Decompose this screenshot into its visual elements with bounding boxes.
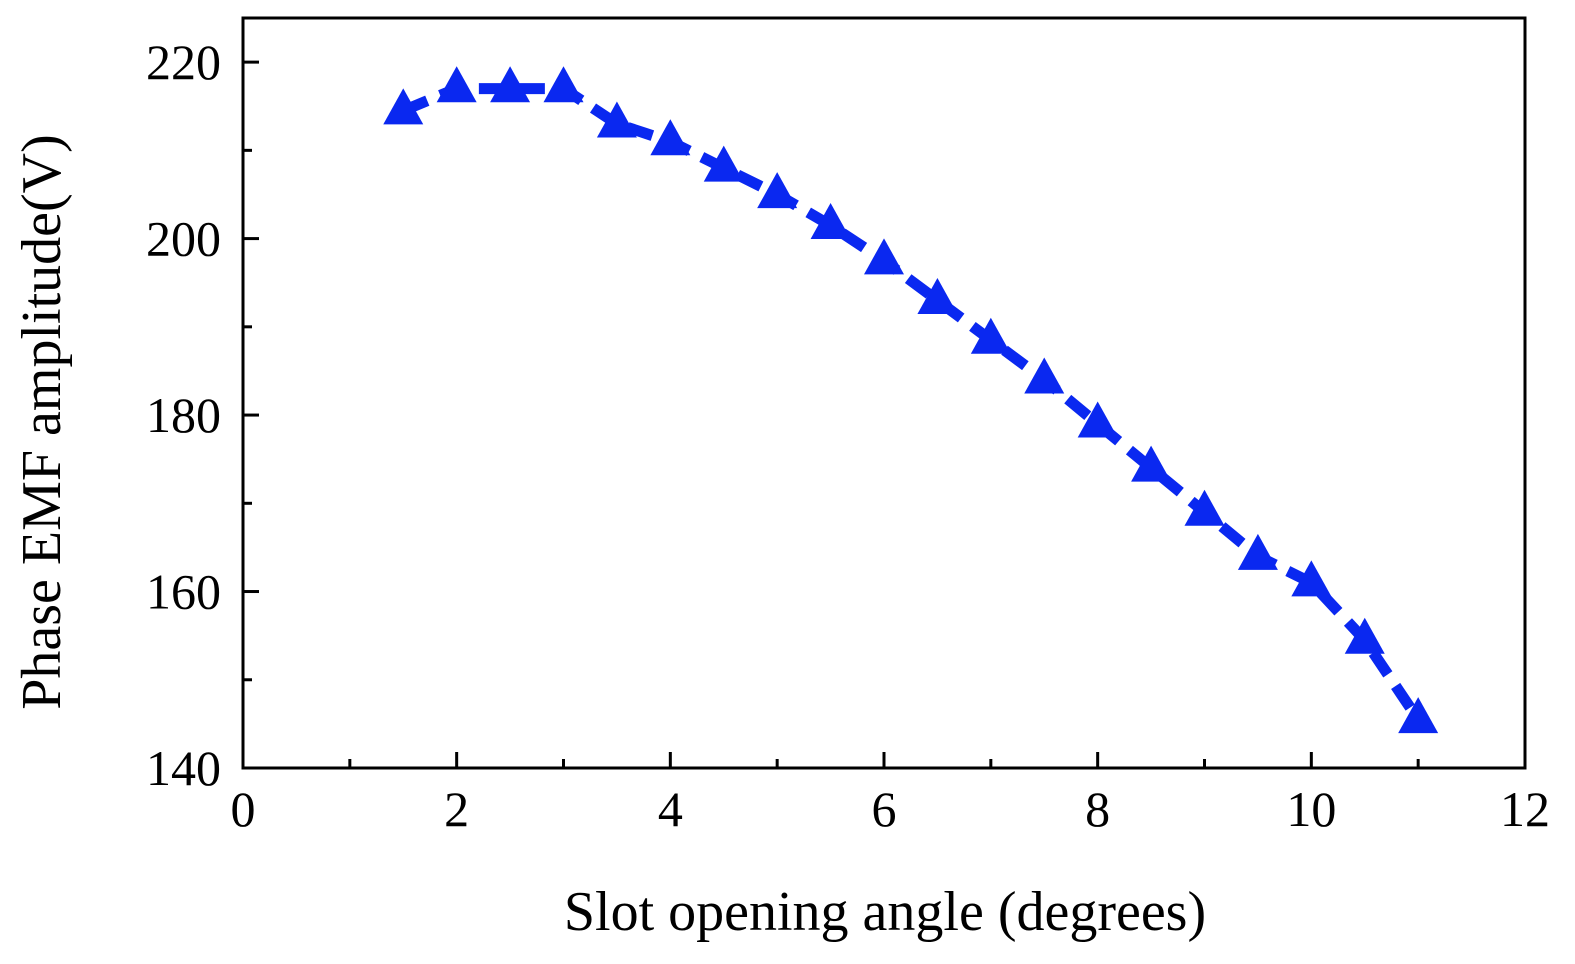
plot-area xyxy=(383,66,1439,734)
plot-frame xyxy=(241,16,1527,770)
x-tick-label: 0 xyxy=(231,781,256,837)
triangle-marker xyxy=(970,317,1011,354)
axis-ticks xyxy=(241,60,1527,770)
triangle-marker xyxy=(864,238,904,275)
triangle-marker xyxy=(650,119,691,156)
triangle-marker xyxy=(703,145,744,182)
triangle-marker xyxy=(543,66,584,103)
triangle-marker xyxy=(1131,445,1172,482)
tick-labels: 0 2 4 6 8 10 12 140 160 180 200 220 xyxy=(146,34,1550,837)
triangle-marker xyxy=(917,278,958,315)
x-tick-label: 6 xyxy=(872,781,897,837)
x-axis-title: Slot opening angle (degrees) xyxy=(564,881,1206,943)
series-line xyxy=(401,83,1423,723)
y-tick-label: 200 xyxy=(146,211,221,267)
triangle-marker xyxy=(1344,617,1385,654)
triangle-marker xyxy=(1398,697,1439,734)
y-axis-title: Phase EMF amplitude(V) xyxy=(11,134,73,709)
x-tick-label: 2 xyxy=(444,781,469,837)
x-tick-label: 12 xyxy=(1500,781,1550,837)
triangle-marker xyxy=(1077,401,1118,438)
x-tick-label: 8 xyxy=(1085,781,1110,837)
x-tick-label: 10 xyxy=(1286,781,1336,837)
y-tick-label: 140 xyxy=(146,740,221,796)
y-tick-label: 180 xyxy=(146,387,221,443)
triangle-marker xyxy=(1184,489,1225,526)
triangle-marker xyxy=(490,66,531,103)
triangle-marker xyxy=(596,101,637,138)
triangle-marker xyxy=(1237,533,1278,570)
y-tick-label: 160 xyxy=(146,564,221,620)
triangle-marker xyxy=(1024,357,1065,394)
x-tick-label: 4 xyxy=(658,781,683,837)
triangle-marker xyxy=(810,203,851,240)
triangle-marker xyxy=(383,88,424,125)
triangle-marker xyxy=(1291,560,1332,597)
y-tick-label: 220 xyxy=(146,34,221,90)
triangle-marker xyxy=(757,172,798,209)
triangle-marker xyxy=(436,66,477,103)
